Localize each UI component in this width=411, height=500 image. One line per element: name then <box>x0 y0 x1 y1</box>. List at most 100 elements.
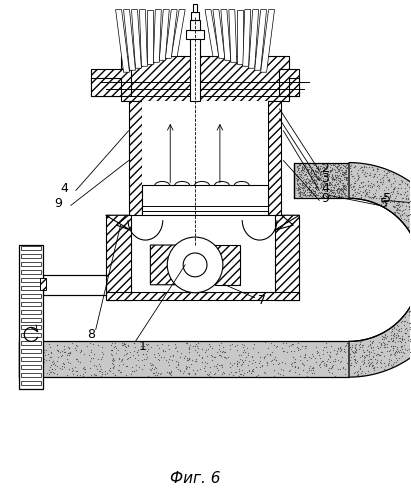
Point <box>342 190 348 198</box>
Point <box>303 192 310 200</box>
Point <box>338 346 345 354</box>
Point <box>351 348 358 356</box>
Point <box>221 370 227 378</box>
Point <box>69 364 76 372</box>
Point <box>362 353 369 361</box>
Point <box>330 189 337 197</box>
Point <box>317 164 323 172</box>
Point <box>383 192 389 200</box>
Point <box>46 368 53 376</box>
Text: 4: 4 <box>321 182 329 195</box>
Point <box>400 321 407 329</box>
Point <box>336 190 342 198</box>
Point <box>95 341 102 349</box>
Point <box>300 168 307 175</box>
Point <box>193 356 200 364</box>
Point <box>393 348 400 356</box>
Point <box>253 372 260 380</box>
Point <box>134 348 140 356</box>
Point <box>373 194 380 202</box>
Point <box>385 176 392 184</box>
Point <box>328 180 334 188</box>
Point <box>327 348 333 356</box>
Point <box>385 337 392 345</box>
Point <box>185 356 192 364</box>
Point <box>316 174 322 182</box>
Point <box>387 350 394 358</box>
Point <box>398 318 405 326</box>
Point <box>169 356 175 364</box>
Point <box>43 346 49 354</box>
Point <box>361 358 368 366</box>
Point <box>218 340 225 347</box>
Point <box>404 346 411 354</box>
Point <box>318 192 325 200</box>
Point <box>76 358 83 366</box>
Point <box>305 366 312 374</box>
Point <box>342 189 348 197</box>
Point <box>307 190 313 198</box>
Point <box>216 341 223 349</box>
Point <box>342 173 348 181</box>
Point <box>387 346 394 354</box>
Point <box>340 181 347 189</box>
Point <box>356 362 363 370</box>
Polygon shape <box>349 162 411 377</box>
Point <box>409 184 411 192</box>
Point <box>321 186 328 194</box>
Point <box>20 352 27 360</box>
Point <box>312 188 318 196</box>
Point <box>117 357 124 365</box>
Point <box>194 342 201 349</box>
Point <box>221 348 227 356</box>
Point <box>321 176 328 184</box>
Point <box>111 339 118 347</box>
Point <box>363 184 370 192</box>
Point <box>393 347 399 355</box>
Point <box>132 361 139 369</box>
Point <box>354 171 361 179</box>
Point <box>175 364 181 372</box>
Point <box>301 191 308 199</box>
Point <box>395 209 401 217</box>
Point <box>331 160 338 168</box>
Point <box>346 350 353 358</box>
Point <box>385 198 391 205</box>
Point <box>372 186 379 194</box>
Point <box>366 194 373 202</box>
Point <box>334 165 341 173</box>
Point <box>39 344 46 351</box>
Point <box>368 193 375 201</box>
Point <box>307 362 314 370</box>
Point <box>361 163 367 171</box>
Point <box>342 166 349 174</box>
Point <box>315 172 322 180</box>
Point <box>336 161 342 169</box>
Point <box>106 364 113 372</box>
Point <box>308 172 315 180</box>
Point <box>301 171 307 179</box>
Point <box>90 354 97 362</box>
Point <box>271 372 277 380</box>
Point <box>318 167 324 175</box>
Point <box>218 352 225 360</box>
Point <box>199 345 205 353</box>
Point <box>404 180 411 188</box>
Point <box>333 172 339 180</box>
Point <box>330 186 337 194</box>
Point <box>318 182 324 190</box>
Point <box>362 192 369 200</box>
Point <box>305 186 312 194</box>
Point <box>400 190 407 198</box>
Point <box>338 180 345 188</box>
Point <box>199 358 205 366</box>
Point <box>395 338 401 345</box>
Point <box>405 223 411 231</box>
Point <box>356 344 362 352</box>
Point <box>310 170 316 178</box>
Point <box>374 344 381 352</box>
Point <box>97 362 103 370</box>
Point <box>335 184 342 192</box>
Point <box>295 164 302 172</box>
Point <box>317 176 323 184</box>
